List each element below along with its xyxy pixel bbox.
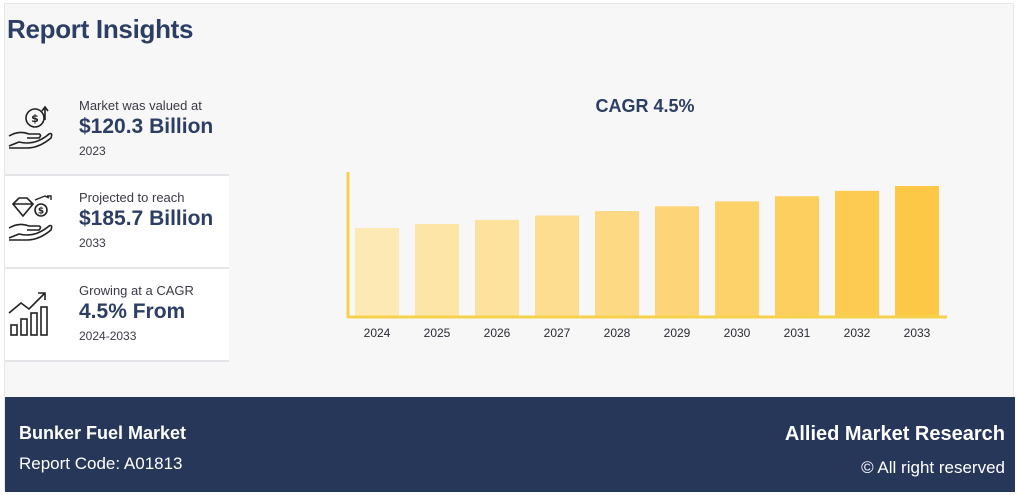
bar-2029 [655, 206, 699, 316]
x-tick-label: 2024 [364, 326, 391, 340]
chart-title: CAGR 4.5% [595, 96, 695, 116]
insight-projected: $ Projected to reach $185.7 Billion 2033 [5, 176, 229, 269]
insight-value: 4.5% From [79, 300, 186, 323]
x-tick-label: 2029 [664, 326, 691, 340]
report-code: Report Code: A01813 [19, 454, 183, 473]
insight-valued: $ Market was valued at $120.3 Billion 20… [5, 84, 229, 176]
x-tick-label: 2028 [604, 326, 631, 340]
bar-2031 [775, 196, 819, 316]
insight-label: Growing at a CAGR [79, 283, 194, 298]
insight-year: 2033 [79, 236, 106, 250]
page-title: Report Insights [7, 14, 194, 44]
x-tick-label: 2025 [424, 326, 451, 340]
bar-chart: CAGR 4.5% 2024 2025 2026 2027 2028 2029 2030 20… [335, 84, 955, 354]
insights-panel: $ Market was valued at $120.3 Billion 20… [5, 84, 229, 362]
bar-2025 [415, 224, 459, 316]
x-tick-label: 2031 [784, 326, 811, 340]
bar-2032 [835, 190, 879, 316]
brand-name: Allied Market Research [784, 423, 1005, 445]
insight-year: 2024-2033 [79, 329, 137, 343]
insight-value: $185.7 Billion [79, 207, 214, 230]
bar-2026 [475, 219, 519, 316]
svg-text:$: $ [38, 207, 44, 217]
bar-2033 [895, 186, 939, 316]
market-name: Bunker Fuel Market [19, 423, 187, 443]
insight-label: Projected to reach [79, 190, 185, 205]
insight-value: $120.3 Billion [79, 115, 214, 138]
x-tick-label: 2027 [544, 326, 571, 340]
bar-2027 [535, 215, 579, 316]
bar-2028 [595, 211, 639, 316]
x-tick-label: 2033 [904, 326, 931, 340]
growth-chart-icon [8, 292, 48, 336]
diamond-coin-hand-icon: $ [8, 195, 53, 241]
bar-2024 [355, 228, 399, 316]
chart-plot: 2024 2025 2026 2027 2028 2029 2030 2031 2032 2033 [346, 172, 947, 340]
report-card: Report Insights $ Market was valued at $… [4, 3, 1015, 492]
rights-notice: © All right reserved [861, 458, 1005, 477]
svg-text:$: $ [31, 112, 39, 125]
bar-2030 [715, 201, 759, 316]
insight-label: Market was valued at [79, 98, 202, 113]
x-tick-label: 2032 [844, 326, 871, 340]
footer-bar: Bunker Fuel Market Report Code: A01813 A… [5, 397, 1015, 492]
x-tick-label: 2026 [484, 326, 511, 340]
money-hand-icon: $ [8, 105, 53, 149]
x-tick-label: 2030 [724, 326, 751, 340]
insight-year: 2023 [79, 144, 106, 158]
insight-cagr: Growing at a CAGR 4.5% From 2024-2033 [5, 269, 229, 362]
